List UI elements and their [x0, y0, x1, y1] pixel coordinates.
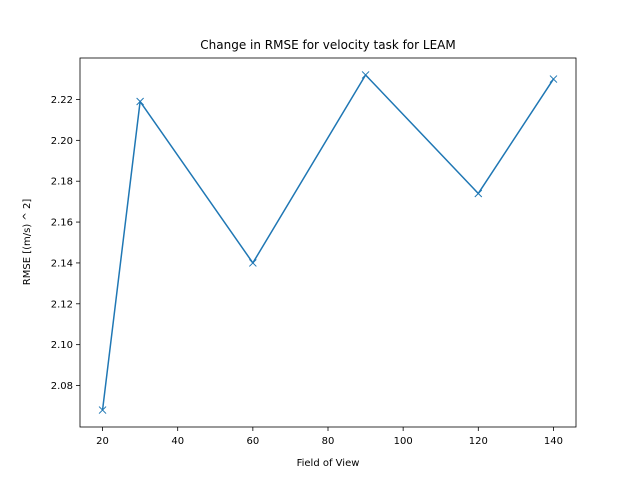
- y-tick-label: 2.10: [51, 340, 73, 351]
- data-point-marker: [549, 75, 558, 83]
- x-tick-label: 20: [96, 436, 109, 447]
- data-point-marker: [98, 406, 107, 414]
- x-tick-label: 140: [544, 436, 563, 447]
- x-tick-label: 100: [394, 436, 413, 447]
- y-tick-label: 2.12: [51, 299, 73, 310]
- y-tick-label: 2.20: [51, 136, 73, 147]
- data-point-marker: [136, 97, 144, 106]
- y-axis-label: RMSE [(m/s) ^ 2]: [22, 199, 33, 286]
- y-tick-label: 2.18: [51, 177, 73, 188]
- chart-title: Change in RMSE for velocity task for LEA…: [200, 38, 455, 52]
- plot-background: [80, 58, 576, 427]
- series-layer: [79, 57, 577, 428]
- data-point-marker: [248, 259, 257, 267]
- y-tick-label: 2.14: [51, 258, 73, 269]
- x-axis: 20 40 60 80 100 120 140: [96, 427, 563, 447]
- y-axis: 2.08 2.10 2.12 2.14 2.16 2.18 2.20 2.22: [51, 95, 80, 392]
- data-point-marker: [474, 189, 483, 198]
- data-point-marker: [361, 71, 370, 79]
- plot-area: [80, 58, 576, 427]
- marker-stroke: [98, 406, 107, 414]
- x-tick-label: 120: [469, 436, 488, 447]
- x-axis-label: Field of View: [297, 458, 360, 469]
- marker-stroke: [361, 71, 370, 79]
- marker-stroke: [136, 97, 144, 106]
- plot-frame: [79, 57, 577, 428]
- marker-stroke: [248, 259, 257, 267]
- x-tick-label: 60: [246, 436, 259, 447]
- marker-stroke: [549, 75, 558, 83]
- y-tick-label: 2.16: [51, 218, 73, 229]
- marker-stroke: [474, 189, 483, 198]
- x-tick-label: 80: [322, 436, 335, 447]
- x-tick-label: 40: [171, 436, 184, 447]
- series-line: [101, 74, 555, 411]
- y-tick-label: 2.08: [51, 381, 73, 392]
- y-tick-label: 2.22: [51, 95, 73, 106]
